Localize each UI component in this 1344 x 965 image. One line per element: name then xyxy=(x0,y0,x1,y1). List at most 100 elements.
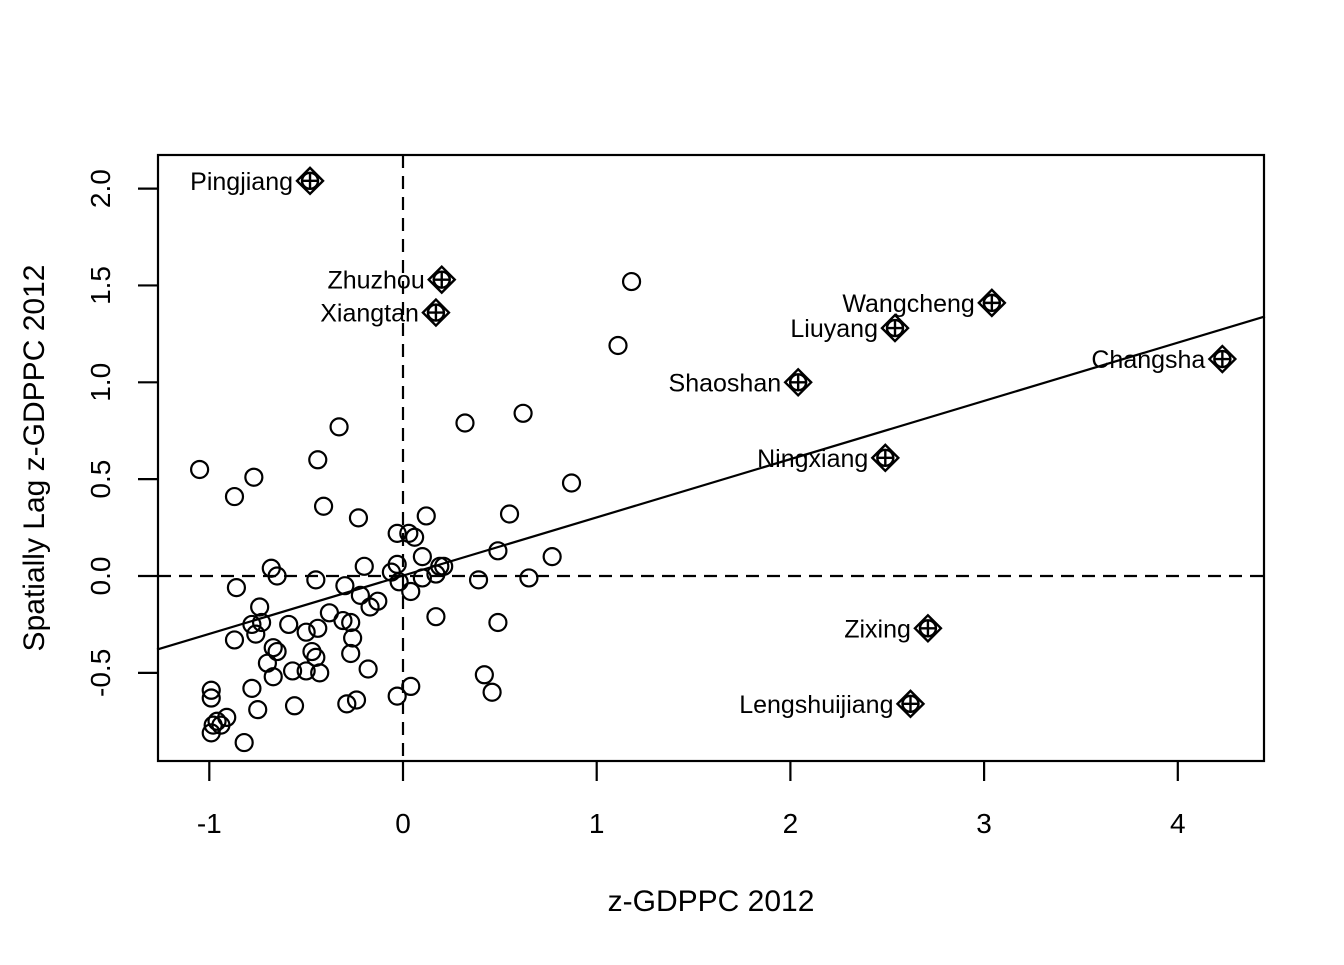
data-point xyxy=(207,711,227,731)
influential-point-diamond xyxy=(895,689,926,719)
x-tick-label: -1 xyxy=(197,808,222,839)
data-point xyxy=(224,630,245,650)
influential-point-diamond xyxy=(295,166,325,196)
data-point xyxy=(412,547,432,567)
data-point xyxy=(519,568,539,588)
data-point xyxy=(387,523,407,543)
data-point xyxy=(499,504,520,524)
data-point xyxy=(416,506,436,526)
data-point xyxy=(488,612,508,633)
y-tick-label: 0.5 xyxy=(85,460,116,499)
data-point xyxy=(468,570,489,590)
data-point xyxy=(412,568,432,588)
data-point xyxy=(251,612,272,633)
data-point xyxy=(201,723,221,743)
data-point xyxy=(263,667,283,687)
data-point xyxy=(284,696,305,716)
plot-frame xyxy=(156,153,1266,763)
data-point xyxy=(608,335,628,356)
data-point xyxy=(203,715,223,735)
data-point xyxy=(341,612,361,633)
data-point xyxy=(348,508,369,528)
data-point xyxy=(426,607,446,627)
data-point xyxy=(313,496,334,516)
data-point xyxy=(242,614,262,635)
point-label: Wangcheng xyxy=(842,290,975,318)
data-point xyxy=(296,622,316,642)
data-point xyxy=(308,450,328,470)
y-tick-label: -0.5 xyxy=(85,649,116,697)
point-label: Zhuzhou xyxy=(327,267,424,295)
data-point xyxy=(346,690,367,710)
y-tick-label: 1.0 xyxy=(85,363,116,402)
data-point xyxy=(282,661,303,681)
influential-point-diamond xyxy=(783,367,813,397)
point-label: Xiangtan xyxy=(320,300,419,328)
point-label: Changsha xyxy=(1091,346,1205,374)
point-label: Zixing xyxy=(844,615,911,643)
influential-point-diamond xyxy=(913,613,943,643)
data-point xyxy=(387,686,407,706)
data-point xyxy=(242,678,262,698)
data-point xyxy=(401,581,421,602)
influential-point-diamond xyxy=(1207,344,1238,374)
y-tick-label: 0.0 xyxy=(85,557,116,596)
y-axis-title: Spatially Lag z-GDPPC 2012 xyxy=(18,265,51,652)
influential-point-diamond xyxy=(977,288,1007,318)
data-point xyxy=(341,643,361,664)
data-point xyxy=(250,597,270,617)
point-label: Ningxiang xyxy=(757,445,868,473)
data-point xyxy=(306,647,326,667)
data-point xyxy=(246,624,266,644)
data-point xyxy=(226,578,247,598)
data-point xyxy=(358,659,378,679)
point-label: Liuyang xyxy=(790,315,878,343)
data-point xyxy=(561,473,582,493)
x-axis-title: z-GDPPC 2012 xyxy=(608,885,815,918)
data-point xyxy=(343,628,363,648)
influential-point-diamond xyxy=(427,264,457,295)
influential-point-diamond xyxy=(870,443,901,473)
data-point xyxy=(244,467,264,487)
point-label: Shaoshan xyxy=(669,369,782,397)
data-point xyxy=(368,591,388,611)
x-tick-label: 1 xyxy=(589,808,605,839)
data-point xyxy=(224,486,245,507)
data-point xyxy=(267,641,287,662)
x-tick-label: 2 xyxy=(783,808,799,839)
influential-point-diamond xyxy=(880,313,910,343)
y-tick-label: 2.0 xyxy=(85,169,116,208)
data-point xyxy=(201,680,221,700)
data-point xyxy=(488,541,508,561)
data-point xyxy=(401,676,421,697)
data-point xyxy=(455,413,475,433)
data-point xyxy=(248,700,268,720)
x-tick-label: 3 xyxy=(976,808,992,839)
data-point xyxy=(306,570,326,590)
influential-point-diamond xyxy=(421,297,451,328)
data-point xyxy=(335,576,355,596)
point-label: Pingjiang xyxy=(190,168,293,196)
point-label: Lengshuijiang xyxy=(739,691,893,719)
data-point xyxy=(482,682,502,702)
data-point xyxy=(337,694,357,714)
data-point xyxy=(201,688,221,708)
data-point xyxy=(308,618,328,638)
plot-generated-content: Pingjiang Zhuzhou Xiangtan WangchengLiuyang… xyxy=(85,153,1266,839)
data-point xyxy=(621,271,642,292)
data-point xyxy=(542,547,562,567)
data-point xyxy=(302,641,322,662)
data-point xyxy=(333,610,353,631)
data-point xyxy=(267,566,287,586)
data-point xyxy=(329,417,349,437)
data-point xyxy=(354,556,374,576)
data-point xyxy=(234,732,254,753)
data-point xyxy=(474,665,494,685)
data-point xyxy=(389,572,409,592)
data-point xyxy=(296,661,316,681)
y-tick-label: 1.5 xyxy=(85,266,116,305)
data-point xyxy=(434,556,454,576)
x-tick-label: 0 xyxy=(395,808,411,839)
